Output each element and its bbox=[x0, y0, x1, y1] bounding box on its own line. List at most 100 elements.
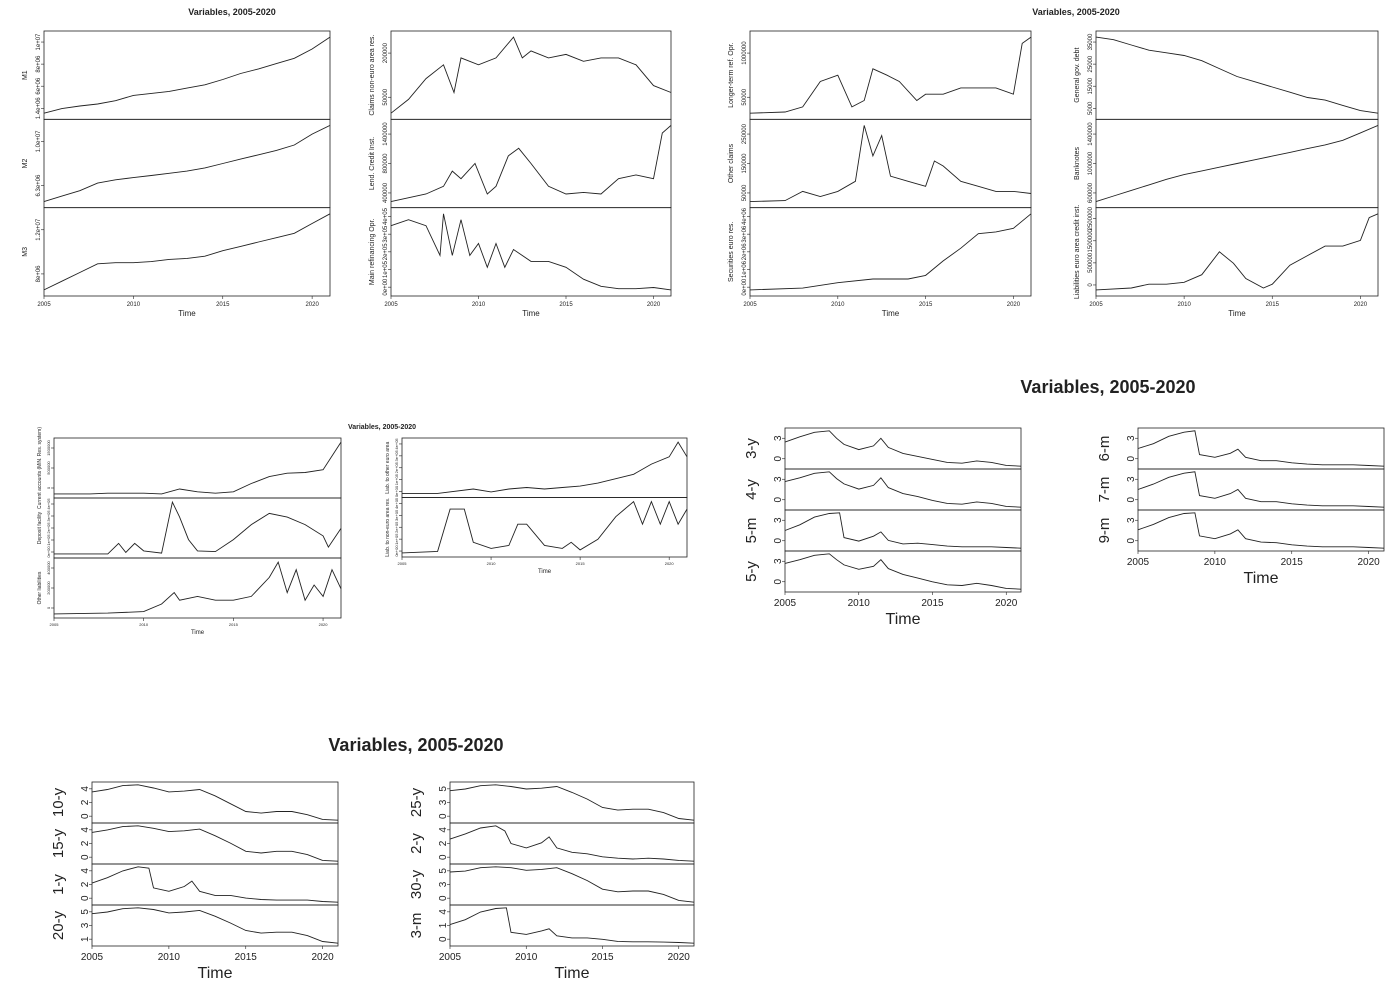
panel-frame bbox=[53, 557, 342, 619]
series-line-securities-euro-res bbox=[749, 213, 1032, 291]
y-tick-label: 50000 bbox=[383, 88, 389, 105]
series-label: 30-y bbox=[408, 869, 425, 899]
series-line-liab-to-other-euro-area bbox=[402, 441, 688, 494]
series-label: 6-m bbox=[1096, 436, 1113, 462]
y-tick-label: 0 bbox=[1126, 497, 1137, 503]
y-tick-label: 5000 bbox=[1088, 101, 1094, 115]
panel-m2: 6.3e+06 1.0e+07 M2 bbox=[22, 118, 331, 209]
y-tick-label: 0 bbox=[80, 854, 91, 860]
series-label: Liab. to non-euro area res. bbox=[385, 498, 391, 557]
panel-claims-non-euro-area-res: 50000 200000 Claims non-euro area res. bbox=[369, 30, 672, 120]
figure-title: Variables, 2005-2020 bbox=[328, 735, 503, 755]
x-axis-label: Time bbox=[882, 309, 900, 318]
y-tick-label: 0 bbox=[1126, 538, 1137, 544]
x-tick-label: 2015 bbox=[235, 952, 258, 963]
y-tick-label: 3 bbox=[773, 517, 784, 523]
panel-frame bbox=[1137, 509, 1385, 552]
y-tick-label: 4e+05 bbox=[46, 498, 51, 510]
y-tick-label: 1500000 bbox=[46, 439, 51, 455]
panel-column-1: 50000 1000000 Longer-term ref. Opr. 50000 15… bbox=[728, 30, 1032, 318]
y-tick-label: 400000 bbox=[46, 561, 51, 575]
series-line-3-m bbox=[449, 907, 695, 944]
y-tick-label: 35000 bbox=[1088, 33, 1094, 50]
x-tick-label: 2020 bbox=[1358, 557, 1381, 568]
series-label: 25-y bbox=[408, 787, 425, 817]
panel-10-y: 0 2 4 10-y bbox=[50, 781, 339, 824]
x-axis: 2005 2010 2015 2020 Time bbox=[1127, 551, 1380, 587]
y-tick-label: 3e+06 bbox=[742, 225, 748, 243]
panel-m3: 8e+06 1.2e+07 M3 bbox=[22, 207, 331, 297]
y-tick-label: 1400000 bbox=[1088, 122, 1094, 146]
panel-frame bbox=[784, 509, 1022, 552]
y-tick-label: 1000000 bbox=[1088, 151, 1094, 175]
y-tick-label: 0e+00 bbox=[394, 485, 399, 497]
x-axis: 2005 2010 2015 2020 Time bbox=[439, 946, 690, 982]
y-tick-label: 0 bbox=[1088, 283, 1094, 287]
series-label: Other claims bbox=[728, 143, 735, 183]
series-label: Other liabilities bbox=[37, 571, 43, 604]
series-line-deposit-facility bbox=[54, 500, 342, 555]
y-tick-label: 250000 bbox=[742, 123, 748, 144]
x-axis-label: Time bbox=[1244, 570, 1279, 587]
y-tick-label: 0e+00 bbox=[383, 278, 389, 296]
x-tick-label: 2005 bbox=[1127, 557, 1150, 568]
x-tick-label: 2010 bbox=[848, 598, 871, 609]
series-line-other-claims bbox=[749, 125, 1032, 203]
y-tick-label: 500000 bbox=[46, 461, 51, 475]
y-tick-label: 50000 bbox=[742, 184, 748, 201]
figure-4: Variables, 2005-2020 0 3 3-y 0 3 4-y 0 3 5-m 0 3 5-y… bbox=[743, 377, 1385, 628]
panel-frame bbox=[390, 30, 672, 120]
series-label: 9-m bbox=[1096, 518, 1113, 544]
panel-frame bbox=[449, 863, 695, 906]
y-tick-label: 2e+05 bbox=[383, 243, 389, 261]
panel-5-y: 0 3 5-y bbox=[743, 550, 1022, 593]
series-line-longer-term-ref-opr bbox=[749, 36, 1032, 114]
y-tick-label: 3 bbox=[438, 881, 449, 887]
x-axis: 2005 2010 2015 2020 Time bbox=[50, 618, 328, 636]
figure-1: Variables, 2005-2020 1.4e+06 6e+06 8e+06 1e+… bbox=[22, 7, 672, 318]
y-tick-label: 2e+05 bbox=[46, 522, 51, 534]
series-line-m2 bbox=[43, 124, 331, 203]
series-line-lend-credit-inst bbox=[390, 125, 672, 203]
panel-column-2: 5000 15000 25000 35000 General gov. debt 6000… bbox=[1074, 30, 1379, 318]
x-tick-label: 2005 bbox=[1089, 302, 1103, 308]
y-tick-label: 1.0e+07 bbox=[36, 130, 42, 153]
y-tick-label: 0e+00 bbox=[46, 546, 51, 558]
y-tick-label: 1e+05 bbox=[46, 534, 51, 546]
series-line-9-m bbox=[1137, 512, 1385, 549]
y-tick-label: 8e+06 bbox=[36, 55, 42, 73]
y-tick-label: 2e+05 bbox=[394, 521, 399, 533]
x-tick-label: 2020 bbox=[305, 302, 319, 308]
y-tick-label: 3e+05 bbox=[394, 509, 399, 521]
series-label: 1-y bbox=[50, 874, 67, 895]
y-tick-label: 0 bbox=[438, 936, 449, 942]
series-label: Main refinancing Opr. bbox=[369, 219, 376, 286]
panel-frame bbox=[449, 904, 695, 947]
y-tick-label: 3e+05 bbox=[46, 510, 51, 522]
y-tick-label: 1.4e+06 bbox=[36, 97, 42, 120]
panel-frame bbox=[91, 781, 339, 824]
x-tick-label: 2015 bbox=[576, 561, 586, 566]
x-tick-label: 2010 bbox=[515, 952, 538, 963]
x-tick-label: 2010 bbox=[127, 302, 141, 308]
y-tick-label: 3 bbox=[773, 558, 784, 564]
panel-4-y: 0 3 4-y bbox=[743, 468, 1022, 511]
x-tick-label: 2020 bbox=[1354, 302, 1368, 308]
y-tick-label: 1e+05 bbox=[394, 473, 399, 485]
series-line-5-y bbox=[784, 553, 1022, 590]
y-tick-label: 4 bbox=[438, 827, 449, 833]
y-tick-label: 5 bbox=[438, 868, 449, 874]
x-tick-label: 2020 bbox=[668, 952, 691, 963]
y-tick-label: 50000 bbox=[742, 88, 748, 105]
series-line-claims-non-euro-area-res bbox=[390, 36, 672, 114]
x-tick-label: 2015 bbox=[216, 302, 230, 308]
panel-20-y: 1 3 5 20-y bbox=[50, 904, 339, 947]
panel-longer-term-ref-opr: 50000 1000000 Longer-term ref. Opr. bbox=[728, 30, 1032, 120]
panel-9-m: 0 3 9-m bbox=[1096, 509, 1385, 552]
